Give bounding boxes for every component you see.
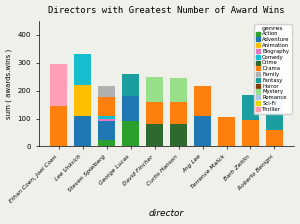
Bar (242, 95, 259, 120)
Bar (50, 106, 67, 146)
Bar (146, 102, 163, 124)
Bar (122, 121, 139, 146)
Bar (98, 97, 115, 116)
Bar (98, 140, 115, 146)
Bar (170, 102, 187, 124)
Bar (218, 117, 235, 146)
Bar (50, 64, 67, 106)
Bar (98, 86, 115, 97)
Bar (266, 96, 283, 113)
Bar (170, 124, 187, 146)
Bar (74, 116, 91, 146)
Bar (146, 124, 163, 146)
Legend: Action, Adventure, Animation, Biography, Comedy, Crime, Drama, Family, Fantasy, : Action, Adventure, Animation, Biography,… (254, 24, 292, 114)
X-axis label: director: director (149, 209, 184, 218)
Bar (194, 86, 211, 116)
Bar (122, 74, 139, 96)
Bar (242, 120, 259, 146)
Title: Directors with Greatest Number of Award Wins: Directors with Greatest Number of Award … (48, 6, 285, 15)
Bar (122, 96, 139, 121)
Bar (266, 130, 283, 146)
Bar (266, 113, 283, 130)
Bar (74, 54, 91, 85)
Bar (146, 77, 163, 102)
Bar (170, 78, 187, 102)
Bar (98, 116, 115, 118)
Bar (194, 116, 211, 146)
Bar (98, 118, 115, 121)
Bar (98, 121, 115, 140)
Y-axis label: sum ( awards.wins ): sum ( awards.wins ) (6, 49, 12, 119)
Bar (74, 85, 91, 116)
